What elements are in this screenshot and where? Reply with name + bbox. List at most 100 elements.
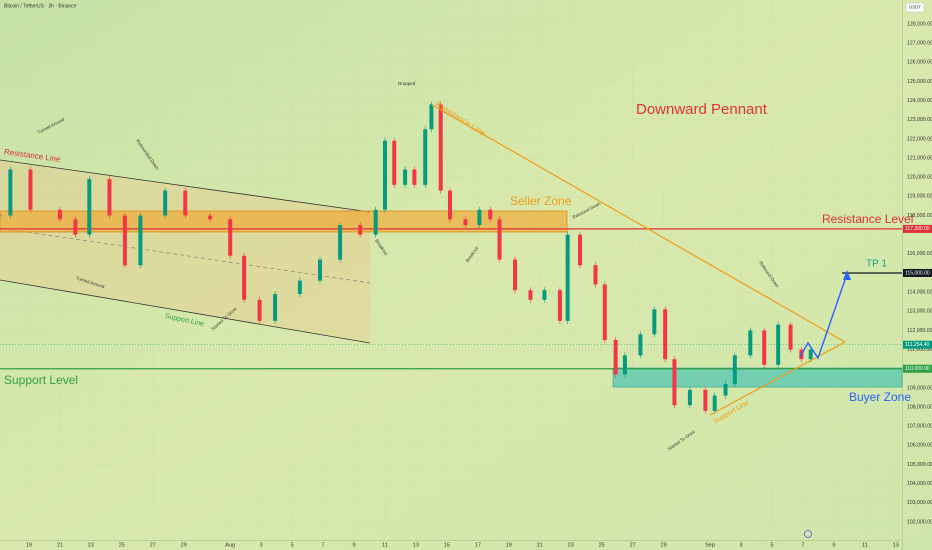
candle — [447, 190, 452, 220]
zone-label: Buyer Zone — [849, 390, 911, 404]
y-tick-label: 103,000.00 — [907, 500, 932, 506]
candle — [652, 309, 657, 335]
zone-label: Seller Zone — [510, 194, 572, 208]
candle — [242, 255, 247, 300]
candle — [776, 324, 781, 365]
channel-bottom — [0, 279, 371, 344]
target-label: TP 1 — [866, 259, 887, 270]
y-tick-label: 125,000.00 — [907, 79, 932, 85]
candle — [808, 349, 813, 360]
event-marker — [804, 530, 812, 538]
currency-box — [905, 2, 925, 13]
pennant-bottom — [709, 341, 846, 416]
y-tick-label: 120,000.00 — [907, 175, 932, 181]
candles — [0, 101, 813, 414]
price-badge — [903, 364, 932, 373]
candle — [723, 384, 728, 396]
x-tick-label: 27 — [630, 542, 636, 548]
candle — [412, 169, 417, 185]
pennant-top — [431, 104, 846, 343]
y-tick-label: 127,000.00 — [907, 40, 932, 46]
y-tick-label: 128,000.00 — [907, 21, 932, 27]
x-tick-label: 9 — [352, 542, 355, 548]
candle — [638, 334, 643, 356]
candle — [28, 169, 33, 210]
x-tick-label: 23 — [568, 542, 574, 548]
y-tick-label: 119,000.00 — [907, 194, 932, 200]
x-tick-label: 7 — [801, 542, 804, 548]
candle — [423, 129, 428, 185]
candle — [138, 215, 143, 266]
y-tick-label: 118,000.00 — [907, 213, 932, 219]
candle — [208, 215, 213, 220]
x-tick-label: 15 — [444, 542, 450, 548]
candle — [438, 104, 443, 191]
channel-fill — [0, 160, 370, 343]
candle — [788, 324, 793, 350]
price-badge-label: 115,000.00 — [905, 270, 930, 276]
level-label: Support Level — [4, 373, 78, 387]
buyer-zone — [612, 367, 903, 388]
price-badge — [903, 224, 932, 233]
candle — [8, 169, 13, 216]
price-badge — [903, 268, 932, 277]
y-tick-label: 122,000.00 — [907, 136, 932, 142]
x-tick-label: 11 — [862, 542, 868, 548]
candle — [338, 225, 343, 260]
candle — [488, 209, 493, 220]
y-tick-label: 114,000.00 — [907, 289, 932, 295]
candle — [578, 234, 583, 266]
x-tick-label: 7 — [322, 542, 325, 548]
x-tick-label: 9 — [832, 542, 835, 548]
x-tick-label: 29 — [181, 542, 187, 548]
candle — [273, 294, 278, 321]
x-tick-label: 21 — [537, 542, 543, 548]
y-tick-label: 126,000.00 — [907, 60, 932, 66]
y-tick-label: 121,000.00 — [907, 155, 932, 161]
candle — [748, 330, 753, 356]
axes: 102,000.00 103,000.00 104,000.00 105,000.00… — [26, 21, 932, 548]
price-badge — [903, 340, 932, 349]
y-tick-label: 116,000.00 — [907, 251, 932, 257]
x-tick-label: 19 — [506, 542, 512, 548]
candle — [429, 104, 434, 130]
candle — [762, 330, 767, 365]
candle — [602, 284, 607, 341]
candle — [392, 140, 397, 185]
y-tick-label: 107,000.00 — [907, 424, 932, 430]
candle — [87, 179, 92, 235]
channel-top — [0, 159, 371, 213]
candle — [382, 140, 387, 210]
candle — [593, 265, 598, 285]
candle — [542, 290, 547, 300]
y-tick-label: 105,000.00 — [907, 462, 932, 468]
candle — [373, 209, 378, 235]
x-tick-label: 21 — [57, 542, 63, 548]
y-tick-label: 124,000.00 — [907, 98, 932, 104]
y-tick-label: 111,000.00 — [907, 347, 932, 353]
candle — [712, 395, 717, 411]
candle — [163, 190, 168, 216]
candle — [613, 340, 618, 375]
candle — [687, 389, 692, 406]
candle — [622, 355, 627, 375]
candle — [732, 355, 737, 385]
x-tick-label: 5 — [291, 542, 294, 548]
level-label: Resistance Level — [822, 212, 913, 226]
price-badge-label: 117,300.00 — [905, 226, 930, 232]
candle — [183, 190, 188, 216]
channel-mid — [0, 227, 371, 284]
candle — [403, 169, 408, 185]
pennant-title: Downward Pennant — [636, 101, 768, 118]
x-tick-label: 5 — [770, 542, 773, 548]
x-tick-label: 23 — [88, 542, 94, 548]
y-tick-label: 108,000.00 — [907, 404, 932, 410]
candle — [358, 225, 363, 235]
x-tick-label: 13 — [413, 542, 419, 548]
candle — [57, 209, 62, 220]
currency: USDT — [909, 5, 922, 10]
candle — [317, 259, 322, 281]
candle — [107, 179, 112, 216]
